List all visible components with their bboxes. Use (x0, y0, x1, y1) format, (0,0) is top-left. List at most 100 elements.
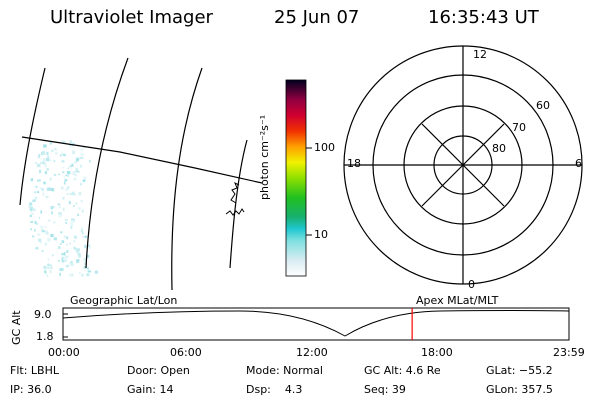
emission-speckle (57, 246, 61, 250)
x-tick-label: 12:00 (296, 346, 328, 359)
emission-speckle (31, 212, 34, 215)
emission-speckle (35, 247, 39, 250)
emission-speckle (32, 199, 36, 202)
timeline-right-label: Apex MLat/MLT (416, 294, 499, 307)
emission-speckle (37, 233, 41, 236)
emission-speckle (70, 219, 74, 223)
lat-label-70: 70 (512, 121, 526, 134)
emission-speckle (44, 242, 47, 246)
emission-speckle (47, 258, 49, 262)
emission-speckle (74, 193, 77, 196)
emission-speckle (37, 156, 41, 159)
emission-speckle (46, 151, 49, 156)
emission-speckle (38, 154, 41, 158)
colorbar (285, 79, 312, 277)
emission-speckle (45, 231, 49, 235)
emission-speckle (36, 164, 41, 167)
mlt-label-12: 12 (473, 48, 487, 61)
glon-status: GLon: 357.5 (486, 383, 553, 396)
emission-speckle (60, 140, 63, 144)
emission-speckle (64, 259, 67, 263)
emission-speckle (62, 197, 65, 200)
emission-speckle (81, 273, 84, 277)
emission-speckle (68, 200, 71, 205)
emission-speckle (34, 220, 37, 224)
mlt-label-18: 18 (347, 157, 361, 170)
emission-speckle (41, 151, 46, 155)
emission-speckle (75, 202, 78, 205)
emission-speckle (82, 235, 85, 238)
emission-speckle (42, 192, 45, 196)
gc-alt-curve (62, 310, 570, 337)
emission-speckle (84, 235, 88, 238)
emission-speckle (39, 187, 43, 190)
emission-speckle (62, 153, 66, 156)
emission-speckle (60, 231, 63, 234)
emission-speckle (64, 179, 68, 182)
emission-speckle (68, 273, 73, 277)
emission-speckle (75, 170, 79, 173)
emission-speckle (44, 164, 47, 168)
emission-speckle (66, 193, 70, 196)
emission-speckle (76, 157, 80, 159)
colorbar-tick-label: 10 (314, 228, 328, 241)
colorbar-tick-label: 100 (314, 141, 335, 154)
emission-speckle (83, 257, 86, 261)
emission-speckle (70, 260, 73, 263)
polar-diagonal (421, 123, 505, 207)
emission-speckle (35, 222, 38, 225)
emission-speckle (58, 206, 61, 209)
emission-speckle (82, 179, 86, 182)
colorbar-unit-label: photon cm⁻²s⁻¹ (258, 114, 271, 200)
emission-speckle (64, 256, 68, 260)
emission-speckle (77, 207, 81, 210)
longitude-arc (171, 67, 203, 291)
emission-speckle (58, 213, 63, 217)
emission-speckle (41, 250, 44, 252)
emission-speckle (75, 167, 79, 171)
emission-speckle (65, 187, 68, 191)
emission-speckle (61, 253, 64, 256)
emission-speckle (28, 205, 31, 209)
emission-speckle (61, 151, 64, 155)
x-tick-label: 06:00 (170, 346, 202, 359)
x-tick-label: 23:59 (553, 346, 585, 359)
emission-speckle (86, 267, 89, 270)
emission-speckle (80, 164, 83, 168)
emission-speckle (36, 191, 40, 194)
emission-speckle (40, 228, 44, 232)
emission-speckle (52, 254, 54, 257)
emission-speckle (51, 188, 55, 192)
y-tick-label: 9.0 (34, 308, 52, 321)
dsp-status: Dsp: 4.3 (246, 383, 303, 396)
emission-speckle (61, 186, 64, 190)
emission-speckle (72, 205, 75, 207)
emission-speckle (29, 202, 33, 206)
emission-speckle (80, 148, 83, 151)
emission-speckle (30, 221, 34, 223)
coastline (225, 181, 245, 216)
emission-speckle (53, 205, 55, 209)
emission-speckle (50, 267, 53, 269)
latitude-line (21, 136, 263, 184)
emission-speckle (73, 246, 76, 250)
emission-speckle (47, 156, 50, 158)
emission-speckle (74, 160, 77, 164)
emission-speckle (44, 270, 47, 273)
emission-speckle (84, 262, 86, 265)
emission-speckle (50, 264, 52, 267)
lat-label-60: 60 (536, 99, 550, 112)
emission-speckle (47, 267, 50, 269)
emission-speckle (40, 161, 43, 164)
timeline-y-axis-label: GC Alt (10, 310, 23, 345)
emission-speckle (63, 176, 65, 179)
emission-speckle (71, 163, 74, 167)
emission-speckle (39, 179, 41, 182)
timeline-plot (62, 307, 570, 341)
emission-speckle (47, 237, 51, 241)
emission-speckle (43, 181, 46, 185)
emission-speckle (73, 235, 77, 239)
emission-speckle (35, 185, 38, 188)
emission-speckle (48, 187, 52, 191)
colorbar-scale (285, 79, 307, 277)
